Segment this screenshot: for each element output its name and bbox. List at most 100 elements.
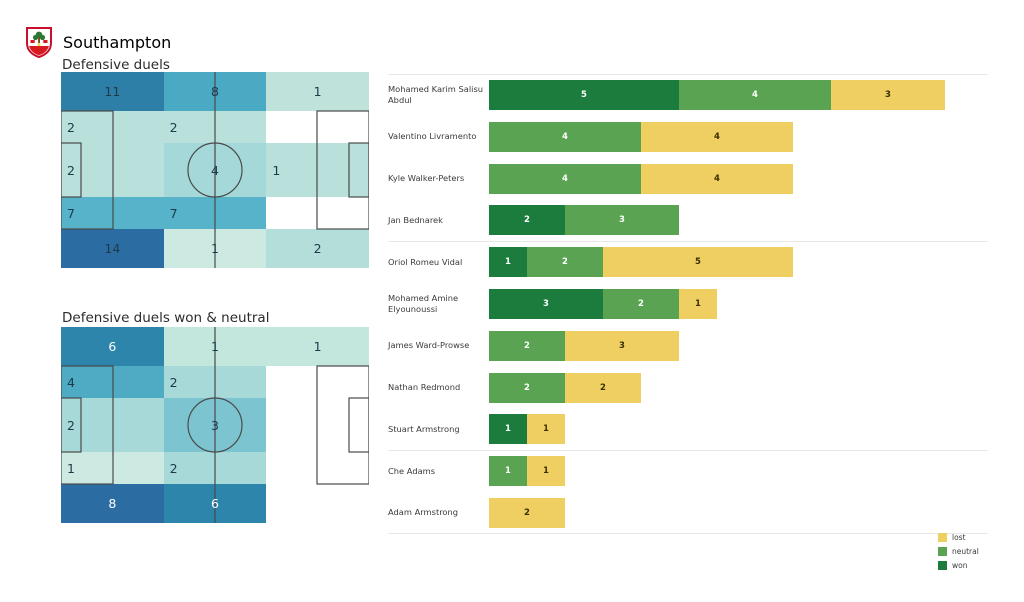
legend-swatch-icon bbox=[938, 532, 947, 542]
pitch-cell: 1 bbox=[163, 327, 267, 366]
legend-swatch-icon bbox=[938, 560, 947, 570]
bar-row-label-line: James Ward-Prowse bbox=[388, 340, 470, 351]
bar-row-label: Mohamed Amine Elyounoussi bbox=[388, 293, 484, 315]
pitch-cell-value: 7 bbox=[169, 205, 178, 221]
bar-segment-neutral[interactable]: 4 bbox=[679, 80, 831, 110]
bar-row-label-line: Kyle Walker-Peters bbox=[388, 173, 465, 183]
bar-row-label-line: Adam Armstrong bbox=[388, 507, 459, 518]
pitch-cell-value: 1 bbox=[313, 84, 322, 99]
bar-segment-neutral[interactable]: 2 bbox=[489, 330, 565, 361]
bar-row-label: Stuart Armstrong bbox=[388, 424, 484, 435]
bar-segment-won[interactable]: 1 bbox=[489, 414, 527, 445]
legend-swatch-icon bbox=[938, 546, 947, 556]
legend-item-neutral[interactable]: neutral bbox=[938, 545, 979, 557]
pitch-cell bbox=[266, 111, 369, 143]
team-header: Southampton bbox=[24, 26, 171, 59]
pitch-cell-value: 6 bbox=[108, 339, 117, 354]
bar-row-label: James Ward-Prowse bbox=[388, 340, 484, 351]
pitch-cell: 2 bbox=[266, 229, 369, 268]
pitch-cell: 1 bbox=[266, 72, 369, 111]
pitch-title-defensive-duels: Defensive duels bbox=[62, 57, 170, 73]
bar-row-label-line: Che Adams bbox=[388, 465, 436, 476]
bar-row-label: Mohamed Karim Salisu Abdul bbox=[388, 84, 484, 106]
bar-segment-lost[interactable]: 1 bbox=[679, 289, 717, 319]
pitch-cell: 6 bbox=[163, 484, 267, 523]
pitch-heatmap-grid: 11 8 1 2 2 2 4 1 7 7 14 1 2 bbox=[61, 72, 369, 268]
group-separator bbox=[388, 240, 988, 242]
bar-segment-neutral[interactable]: 2 bbox=[527, 247, 603, 278]
pitch-cell-value: 7 bbox=[67, 205, 75, 221]
bar-row-label: Che Adams bbox=[388, 466, 484, 477]
pitch-cell-value: 1 bbox=[211, 339, 219, 354]
bar-segment-won[interactable]: 2 bbox=[489, 205, 565, 236]
legend-label: lost bbox=[952, 532, 966, 542]
pitch-cell bbox=[266, 484, 369, 523]
legend-item-won[interactable]: won bbox=[938, 559, 979, 571]
legend-item-lost[interactable]: lost bbox=[938, 531, 979, 543]
bar-segment-lost[interactable]: 4 bbox=[641, 121, 793, 152]
bar-segment-neutral[interactable]: 2 bbox=[489, 372, 565, 403]
bar-segment-won[interactable]: 1 bbox=[489, 247, 527, 278]
pitch-cell: 4 bbox=[61, 366, 164, 398]
pitch-cell: 2 bbox=[163, 366, 267, 398]
pitch-cell: 6 bbox=[61, 327, 164, 366]
pitch-cell: 1 bbox=[61, 452, 164, 484]
bar-row-label-line: Oriol Romeu Vidal bbox=[388, 256, 463, 267]
bar-segment-neutral[interactable]: 4 bbox=[489, 163, 641, 194]
pitch-cell-value: 2 bbox=[169, 374, 178, 390]
bar-segment-lost[interactable]: 4 bbox=[641, 163, 793, 194]
bar-segment-won[interactable]: 3 bbox=[489, 289, 603, 319]
defensive-duels-won-neutral-pitch: 6 1 1 4 2 2 3 1 2 8 6 bbox=[61, 327, 369, 523]
bar-segment-neutral[interactable]: 3 bbox=[565, 205, 679, 236]
bar-row-label: Oriol Romeu Vidal bbox=[388, 257, 484, 268]
pitch-cell: 7 bbox=[61, 197, 164, 229]
bar-segment-lost[interactable]: 3 bbox=[831, 80, 945, 110]
bar-segment-neutral[interactable]: 1 bbox=[489, 456, 527, 487]
pitch-cell-value: 2 bbox=[67, 119, 75, 135]
pitch-cell: 2 bbox=[61, 111, 164, 143]
pitch-cell-value: 11 bbox=[104, 84, 121, 99]
stacked-bar[interactable]: 2 bbox=[489, 498, 565, 528]
pitch-cell: 1 bbox=[266, 327, 369, 366]
bar-row-label-line: Jan Bednarek bbox=[388, 214, 443, 225]
southampton-crest-icon bbox=[24, 26, 54, 59]
bar-segment-lost[interactable]: 1 bbox=[527, 414, 565, 445]
pitch-cell: 3 bbox=[163, 398, 267, 452]
pitch-cell: 8 bbox=[61, 484, 164, 523]
bar-segment-won[interactable]: 5 bbox=[489, 80, 679, 110]
pitch-cell-value: 1 bbox=[67, 460, 75, 476]
bar-segment-lost[interactable]: 2 bbox=[489, 498, 565, 528]
group-separator bbox=[388, 449, 988, 451]
pitch-cell-value: 2 bbox=[169, 460, 178, 476]
bar-segment-lost[interactable]: 1 bbox=[527, 456, 565, 487]
pitch-cell-value: 2 bbox=[67, 417, 75, 433]
chart-legend: lost neutral won bbox=[938, 531, 979, 573]
bar-row-label-line: Nathan Redmond bbox=[388, 382, 461, 392]
pitch-cell-value: 2 bbox=[313, 241, 322, 256]
bar-row-label-line: Abdul bbox=[388, 94, 412, 105]
pitch-cell: 1 bbox=[163, 229, 267, 268]
pitch-heatmap-grid: 6 1 1 4 2 2 3 1 2 8 6 bbox=[61, 327, 369, 523]
pitch-cell: 2 bbox=[163, 452, 267, 484]
bar-segment-lost[interactable]: 5 bbox=[603, 247, 793, 278]
bar-segment-lost[interactable]: 3 bbox=[565, 330, 679, 361]
bar-segment-neutral[interactable]: 4 bbox=[489, 121, 641, 152]
bar-segment-neutral[interactable]: 2 bbox=[603, 289, 679, 319]
pitch-cell-value: 8 bbox=[108, 496, 117, 511]
pitch-cell-value: 6 bbox=[211, 496, 219, 511]
bar-row-label-line: Mohamed Amine bbox=[388, 292, 459, 303]
group-separator bbox=[388, 533, 988, 535]
bar-row-label: Kyle Walker-Peters bbox=[388, 173, 484, 184]
bar-segment-lost[interactable]: 2 bbox=[565, 372, 641, 403]
pitch-cell: 8 bbox=[163, 72, 267, 111]
